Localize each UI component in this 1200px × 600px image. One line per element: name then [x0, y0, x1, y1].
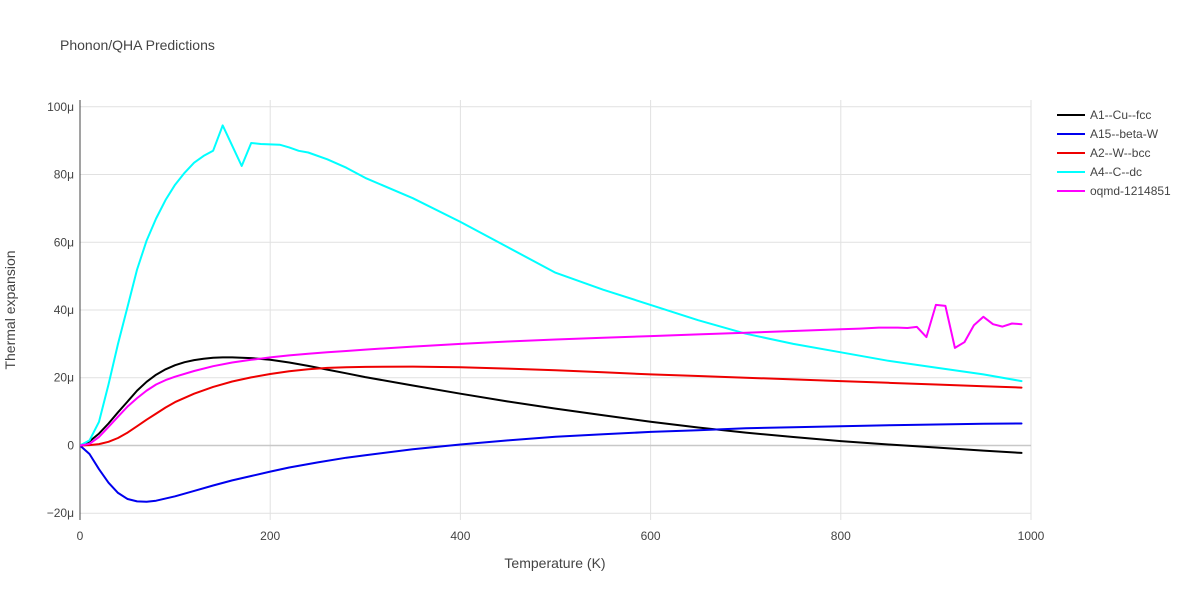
legend-item-a4-c-dc[interactable]: A4--C--dc — [1057, 165, 1142, 179]
y-tick-label: 40μ — [54, 303, 74, 317]
series-line-a15-beta-w — [80, 422, 1023, 503]
x-tick-label: 600 — [641, 529, 661, 543]
x-tick-label: 200 — [260, 529, 280, 543]
legend-label: A4--C--dc — [1090, 165, 1142, 179]
plot-area — [80, 124, 1023, 503]
y-axis-title: Thermal expansion — [2, 250, 18, 369]
chart-title: Phonon/QHA Predictions — [60, 37, 215, 53]
series-line-a2-w-bcc — [80, 365, 1023, 447]
y-tick-label: −20μ — [47, 506, 74, 520]
legend-item-a2-w-bcc[interactable]: A2--W--bcc — [1057, 146, 1150, 160]
y-tick-label: 80μ — [54, 168, 74, 182]
legend-label: A15--beta-W — [1090, 127, 1159, 141]
x-tick-label: 1000 — [1018, 529, 1045, 543]
legend-label: oqmd-1214851 — [1090, 184, 1171, 198]
legend-label: A1--Cu--fcc — [1090, 108, 1151, 122]
legend-item-oqmd-1214851[interactable]: oqmd-1214851 — [1057, 184, 1171, 198]
y-tick-label: 20μ — [54, 371, 74, 385]
y-tick-label: 0 — [67, 438, 74, 452]
x-tick-label: 400 — [450, 529, 470, 543]
x-tick-label: 800 — [831, 529, 851, 543]
legend-item-a15-beta-w[interactable]: A15--beta-W — [1057, 127, 1159, 141]
legend[interactable]: A1--Cu--fcc A15--beta-W A2--W--bcc A4--C--d… — [1057, 108, 1171, 198]
series-line-oqmd-1214851 — [80, 303, 1023, 447]
series-line-a1-cu-fcc — [80, 356, 1023, 454]
x-axis-title: Temperature (K) — [504, 555, 605, 571]
legend-item-a1-cu-fcc[interactable]: A1--Cu--fcc — [1057, 108, 1151, 122]
x-tick-label: 0 — [77, 529, 84, 543]
gridlines — [79, 100, 1032, 520]
series-line-a4-c-dc — [80, 124, 1023, 447]
y-tick-label: 60μ — [54, 235, 74, 249]
legend-label: A2--W--bcc — [1090, 146, 1150, 160]
y-tick-label: 100μ — [47, 100, 74, 114]
